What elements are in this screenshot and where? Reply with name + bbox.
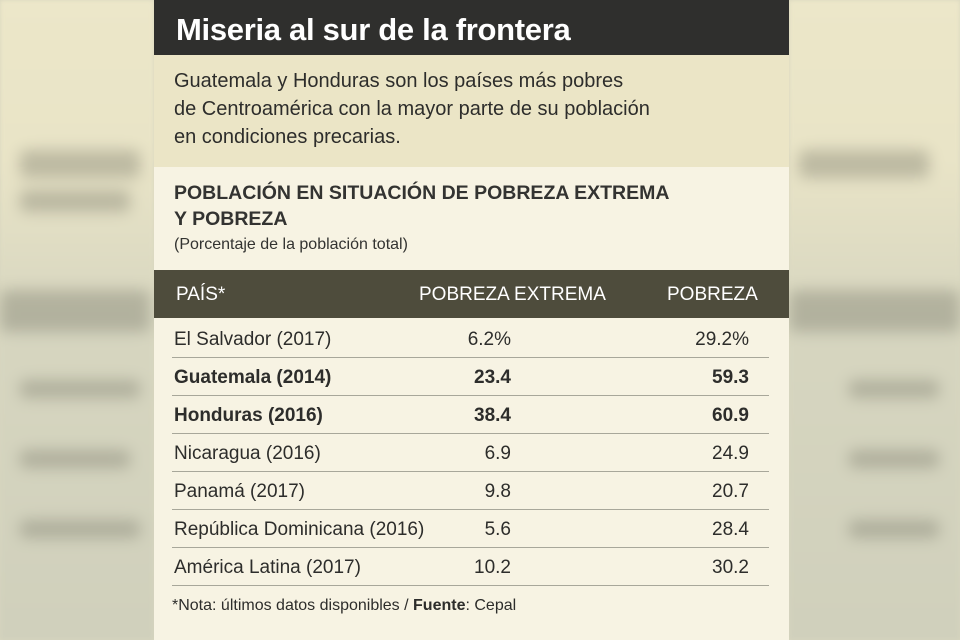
intro-line: Guatemala y Honduras son los países más … <box>174 70 624 92</box>
table-body: El Salvador (2017) 6.2% 29.2% Guatemala (20… <box>154 320 789 586</box>
cell-country: Nicaragua (2016) <box>174 443 321 464</box>
cell-extreme-poverty: 6.9 <box>484 443 511 464</box>
cell-country: Panamá (2017) <box>174 481 305 502</box>
cell-extreme-poverty: 23.4 <box>474 367 511 388</box>
source-value: : Cepal <box>465 597 517 614</box>
column-header-country: PAÍS* <box>176 284 226 305</box>
intro-line: en condiciones precarias. <box>174 126 401 148</box>
table-row: América Latina (2017) 10.2 30.2 <box>172 548 769 586</box>
table-row: Honduras (2016) 38.4 60.9 <box>172 396 769 434</box>
column-header-extreme-poverty: POBREZA EXTREMA <box>419 284 606 305</box>
cell-extreme-poverty: 6.2% <box>467 329 511 350</box>
cell-extreme-poverty: 5.6 <box>484 519 511 540</box>
cell-country: América Latina (2017) <box>174 557 361 578</box>
source-label: Fuente <box>413 597 466 614</box>
table-header: PAÍS* POBREZA EXTREMA POBREZA <box>154 270 789 318</box>
infographic-panel: Miseria al sur de la frontera Guatemala … <box>154 0 789 640</box>
blurred-background-left <box>0 0 154 640</box>
page-title: Miseria al sur de la frontera <box>154 0 789 55</box>
blurred-background-right <box>789 0 960 640</box>
cell-poverty: 30.2 <box>712 557 749 578</box>
footnote-text: *Nota: últimos datos disponibles / <box>172 597 414 614</box>
table-title-line: POBLACIÓN EN SITUACIÓN DE POBREZA EXTREM… <box>174 182 670 204</box>
cell-extreme-poverty: 38.4 <box>474 405 511 426</box>
table-row: Guatemala (2014) 23.4 59.3 <box>172 358 769 396</box>
cell-poverty: 24.9 <box>712 443 749 464</box>
cell-country: República Dominicana (2016) <box>174 519 425 540</box>
cell-country: Honduras (2016) <box>174 405 323 426</box>
cell-country: El Salvador (2017) <box>174 329 332 350</box>
footnote: *Nota: últimos datos disponibles / Fuent… <box>172 597 516 615</box>
column-header-poverty: POBREZA <box>667 284 758 305</box>
cell-poverty: 59.3 <box>712 367 749 388</box>
table-row: Panamá (2017) 9.8 20.7 <box>172 472 769 510</box>
cell-poverty: 60.9 <box>712 405 749 426</box>
table-subtitle: (Porcentaje de la población total) <box>174 236 408 253</box>
cell-extreme-poverty: 10.2 <box>474 557 511 578</box>
table-row: Nicaragua (2016) 6.9 24.9 <box>172 434 769 472</box>
table-title: POBLACIÓN EN SITUACIÓN DE POBREZA EXTREM… <box>174 180 734 232</box>
intro-text: Guatemala y Honduras son los países más … <box>154 55 789 167</box>
table-row: El Salvador (2017) 6.2% 29.2% <box>172 320 769 358</box>
table-title-line: Y POBREZA <box>174 208 288 230</box>
cell-country: Guatemala (2014) <box>174 367 332 388</box>
table-row: República Dominicana (2016) 5.6 28.4 <box>172 510 769 548</box>
cell-extreme-poverty: 9.8 <box>484 481 511 502</box>
cell-poverty: 28.4 <box>712 519 749 540</box>
cell-poverty: 29.2% <box>695 329 749 350</box>
intro-line: de Centroamérica con la mayor parte de s… <box>174 98 650 120</box>
cell-poverty: 20.7 <box>712 481 749 502</box>
